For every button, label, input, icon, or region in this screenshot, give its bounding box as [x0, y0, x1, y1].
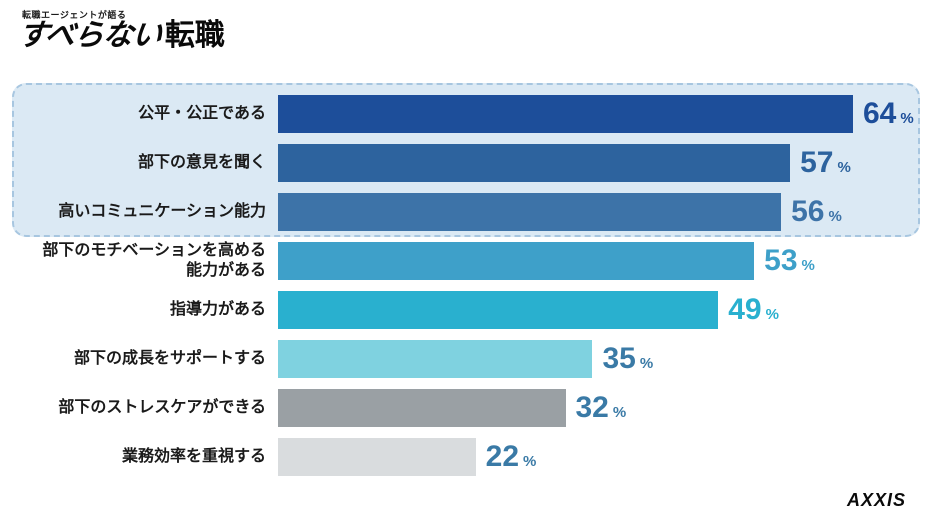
- chart-row: 部下のストレスケアができる 32%: [0, 386, 934, 430]
- value-label: 57%: [800, 144, 851, 182]
- logo-main: すべらない 転職: [18, 21, 225, 51]
- logo-kanji-text: 転職: [165, 21, 225, 51]
- bar-track: 57%: [278, 144, 918, 182]
- value-label: 32%: [576, 389, 627, 427]
- value-number: 56: [791, 195, 824, 229]
- bar-track: 64%: [278, 95, 918, 133]
- value-label: 22%: [486, 438, 537, 476]
- percent-sign: %: [829, 208, 842, 225]
- value-number: 22: [486, 440, 519, 474]
- bar-chart: 公平・公正である64%部下の意見を聞く57%高いコミュニケーション能力56%部下…: [0, 92, 934, 484]
- value-label: 56%: [791, 193, 842, 231]
- chart-row: 部下の成長をサポートする 35%: [0, 337, 934, 381]
- percent-sign: %: [802, 257, 815, 274]
- row-label: 部下のストレスケアができる: [0, 398, 278, 418]
- bar-track: 32%: [278, 389, 918, 427]
- value-number: 64: [863, 97, 896, 131]
- bar: [278, 144, 790, 182]
- bar: [278, 193, 781, 231]
- percent-sign: %: [766, 306, 779, 323]
- row-label: 指導力がある: [0, 300, 278, 320]
- bar: [278, 291, 718, 329]
- chart-row: 部下のモチベーションを高める 能力がある 53%: [0, 239, 934, 283]
- logo: 転職エージェントが語る すべらない 転職: [18, 8, 225, 51]
- stage: 転職エージェントが語る すべらない 転職 公平・公正である64%部下の意見を聞く…: [0, 0, 934, 525]
- row-label: 業務効率を重視する: [0, 447, 278, 467]
- bar-track: 22%: [278, 438, 918, 476]
- chart-row: 高いコミュニケーション能力 56%: [0, 190, 934, 234]
- value-number: 57: [800, 146, 833, 180]
- value-number: 32: [576, 391, 609, 425]
- value-label: 64%: [863, 95, 914, 133]
- logo-brush-text: すべらない: [16, 21, 163, 51]
- row-label: 部下の意見を聞く: [0, 153, 278, 173]
- footer-brand: AXXIS: [847, 490, 906, 511]
- value-label: 49%: [728, 291, 779, 329]
- value-number: 35: [602, 342, 635, 376]
- row-label: 高いコミュニケーション能力: [0, 202, 278, 222]
- chart-row: 部下の意見を聞く 57%: [0, 141, 934, 185]
- percent-sign: %: [613, 404, 626, 421]
- value-number: 49: [728, 293, 761, 327]
- bar: [278, 95, 853, 133]
- bar: [278, 438, 476, 476]
- percent-sign: %: [900, 110, 913, 127]
- chart-row: 公平・公正である 64%: [0, 92, 934, 136]
- chart-row: 指導力がある 49%: [0, 288, 934, 332]
- value-label: 53%: [764, 242, 815, 280]
- row-label: 部下の成長をサポートする: [0, 349, 278, 369]
- bar-track: 35%: [278, 340, 918, 378]
- bar-track: 56%: [278, 193, 918, 231]
- bar-track: 49%: [278, 291, 918, 329]
- value-label: 35%: [602, 340, 653, 378]
- value-number: 53: [764, 244, 797, 278]
- bar-track: 53%: [278, 242, 918, 280]
- percent-sign: %: [523, 453, 536, 470]
- row-label: 公平・公正である: [0, 104, 278, 124]
- bar: [278, 389, 566, 427]
- bar: [278, 340, 592, 378]
- row-label: 部下のモチベーションを高める 能力がある: [0, 241, 278, 281]
- percent-sign: %: [837, 159, 850, 176]
- chart-row: 業務効率を重視する 22%: [0, 435, 934, 479]
- bar: [278, 242, 754, 280]
- percent-sign: %: [640, 355, 653, 372]
